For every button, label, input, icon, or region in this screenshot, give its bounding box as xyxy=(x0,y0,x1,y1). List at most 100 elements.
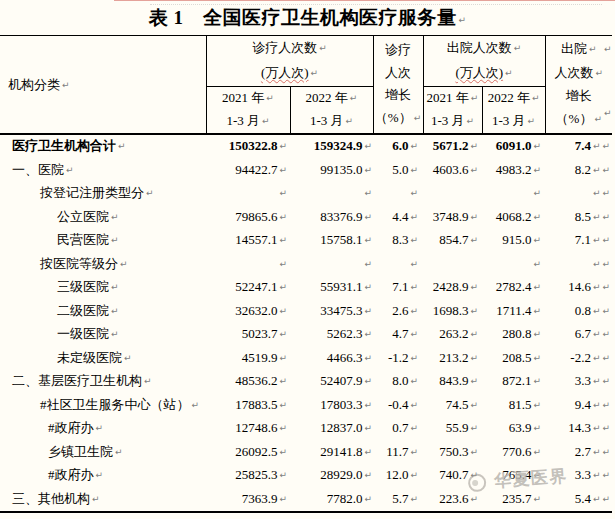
paragraph-mark: ↵ xyxy=(279,259,287,269)
cell-value: 4519.9↵ xyxy=(206,347,290,371)
paragraph-mark: ↵ xyxy=(410,494,418,504)
cell-value: 4983.2↵ xyxy=(482,159,545,183)
paragraph-mark: ↵ xyxy=(96,423,104,433)
table-row: 未定级医院↵4519.9↵4466.3↵-1.2↵213.2↵208.5↵-2.… xyxy=(0,347,612,371)
paragraph-mark: ↵ xyxy=(364,470,372,480)
cell-value: -1.2↵ xyxy=(373,347,423,371)
cell-value: 5671.2↵ xyxy=(423,134,482,159)
row-label: 二、基层医疗卫生机构↵ xyxy=(0,370,206,394)
cell-value: 5.0↵ xyxy=(373,159,423,183)
header-outpatient-2022: 2022 年↵ 1-3 月↵ xyxy=(290,87,373,135)
paragraph-mark: ↵ xyxy=(364,423,372,433)
cell-value: 7782.0↵ xyxy=(290,488,373,513)
paragraph-mark: ↵ xyxy=(410,376,418,386)
cell-value: 4.4↵ xyxy=(373,206,423,230)
paragraph-mark: ↵ xyxy=(62,80,70,90)
paragraph-mark: ↵ xyxy=(602,306,610,316)
cell-value: 12748.6↵ xyxy=(206,417,290,441)
cell-value: 17803.3↵ xyxy=(290,394,373,418)
paragraph-mark: ↵ xyxy=(470,235,478,245)
paragraph-mark: ↵ xyxy=(532,93,540,103)
cell-value: 3.3↵↵ xyxy=(545,370,612,394)
cell-value: 15758.1↵ xyxy=(290,229,373,253)
paragraph-mark: ↵ xyxy=(602,353,610,363)
cell-value: 5.7↵ xyxy=(373,488,423,513)
cell-value: 4068.2↵ xyxy=(482,206,545,230)
cell-value: 12837.0↵ xyxy=(290,417,373,441)
paragraph-mark: ↵ xyxy=(118,141,126,151)
paragraph-mark: ↵ xyxy=(533,212,541,222)
paragraph-mark: ↵ xyxy=(593,494,601,504)
table-row: #社区卫生服务中心（站）↵17883.5↵17803.3↵-0.4↵74.5↵8… xyxy=(0,394,612,418)
paragraph-mark: ↵ xyxy=(111,329,119,339)
paragraph-mark: ↵ xyxy=(533,376,541,386)
cell-value: 83376.9↵ xyxy=(290,206,373,230)
cell-value: 99135.0↵ xyxy=(290,159,373,183)
table-row: 按登记注册类型分↵↵↵↵↵↵↵ xyxy=(0,182,612,206)
paragraph-mark: ↵ xyxy=(514,43,522,53)
paragraph-mark: ↵ xyxy=(279,329,287,339)
cell-value: 5.4↵↵ xyxy=(545,488,612,513)
cell-value xyxy=(423,182,482,206)
paragraph-mark: ↵ xyxy=(602,259,610,269)
paragraph-mark: ↵ xyxy=(505,68,513,78)
paragraph-mark: ↵ xyxy=(528,116,536,126)
row-label: 一级医院↵ xyxy=(0,323,206,347)
table-row: 民营医院↵14557.1↵15758.1↵8.3↵854.7↵915.0↵7.1… xyxy=(0,229,612,253)
paragraph-mark: ↵ xyxy=(410,235,418,245)
cell-value: ↵ xyxy=(290,253,373,277)
table-row: 三、其他机构↵7363.9↵7782.0↵5.7↵223.6↵235.7↵5.4… xyxy=(0,488,612,513)
cell-value: 3748.9↵ xyxy=(423,206,482,230)
cell-value: 4466.3↵ xyxy=(290,347,373,371)
cell-value: 4603.6↵ xyxy=(423,159,482,183)
cell-value: 2782.4↵ xyxy=(482,276,545,300)
paragraph-mark: ↵ xyxy=(262,116,270,126)
cell-value: 14.3↵↵ xyxy=(545,417,612,441)
cell-value: ↵↵ xyxy=(545,253,612,277)
paragraph-mark: ↵ xyxy=(410,447,418,457)
cell-value: 843.9↵ xyxy=(423,370,482,394)
row-label: 按医院等级分↵ xyxy=(0,253,206,277)
row-label: 三、其他机构↵ xyxy=(0,488,206,513)
cell-value: 8.0↵ xyxy=(373,370,423,394)
cell-value: 1711.4↵ xyxy=(482,300,545,324)
header-outpatient-visits-group: 诊疗人次数↵ (万人次)↵ xyxy=(206,36,373,87)
table-row: 一、医院↵94422.7↵99135.0↵5.0↵4603.6↵4983.2↵8… xyxy=(0,159,612,183)
paragraph-mark: ↵ xyxy=(533,259,541,269)
paragraph-mark: ↵ xyxy=(593,376,601,386)
table-row: #政府办↵12748.6↵12837.0↵0.7↵55.9↵63.9↵14.3↵… xyxy=(0,417,612,441)
top-red-artifact-line xyxy=(114,0,615,1)
paragraph-mark: ↵ xyxy=(350,93,358,103)
row-label: 二级医院↵ xyxy=(0,300,206,324)
paragraph-mark: ↵ xyxy=(459,15,467,25)
cell-value: 11.7↵ xyxy=(373,441,423,465)
row-label: 按登记注册类型分↵ xyxy=(0,182,206,206)
table-row: 三级医院↵52247.1↵55931.1↵7.1↵2428.9↵2782.4↵1… xyxy=(0,276,612,300)
paragraph-mark: ↵ xyxy=(533,282,541,292)
paragraph-mark: ↵ xyxy=(66,165,74,175)
medical-service-table: 机构分类↵ 诊疗人次数↵ (万人次)↵ 诊疗 人次 增长 （%）↵ 出院人次数↵… xyxy=(0,35,612,513)
paragraph-mark: ↵ xyxy=(111,235,119,245)
paragraph-mark: ↵ xyxy=(533,165,541,175)
cell-value: 7363.9↵ xyxy=(206,488,290,513)
paragraph-mark: ↵ xyxy=(470,212,478,222)
header-discharge-2022: 2022 年↵ 1-3 月↵ xyxy=(482,87,545,135)
paragraph-mark: ↵ xyxy=(593,235,601,245)
paragraph-mark: ↵ xyxy=(602,447,610,457)
paragraph-mark: ↵ xyxy=(533,423,541,433)
paragraph-mark: ↵ xyxy=(266,93,274,103)
paragraph-mark: ↵ xyxy=(593,329,601,339)
paragraph-mark: ↵ xyxy=(533,141,541,151)
paragraph-mark: ↵ xyxy=(604,44,612,54)
row-label: 医疗卫生机构合计↵ xyxy=(0,134,206,159)
paragraph-mark: ↵ xyxy=(410,400,418,410)
paragraph-mark: ↵ xyxy=(410,329,418,339)
paragraph-mark: ↵ xyxy=(364,188,372,198)
cell-value: 7.1↵↵ xyxy=(545,229,612,253)
cell-value: 2.7↵↵ xyxy=(545,441,612,465)
paragraph-mark: ↵ xyxy=(192,400,200,410)
paragraph-mark: ↵ xyxy=(533,353,541,363)
cell-value: 74.5↵ xyxy=(423,394,482,418)
paragraph-mark: ↵ xyxy=(470,141,478,151)
table-row: 医疗卫生机构合计↵150322.8↵159324.9↵6.0↵5671.2↵60… xyxy=(0,134,612,159)
